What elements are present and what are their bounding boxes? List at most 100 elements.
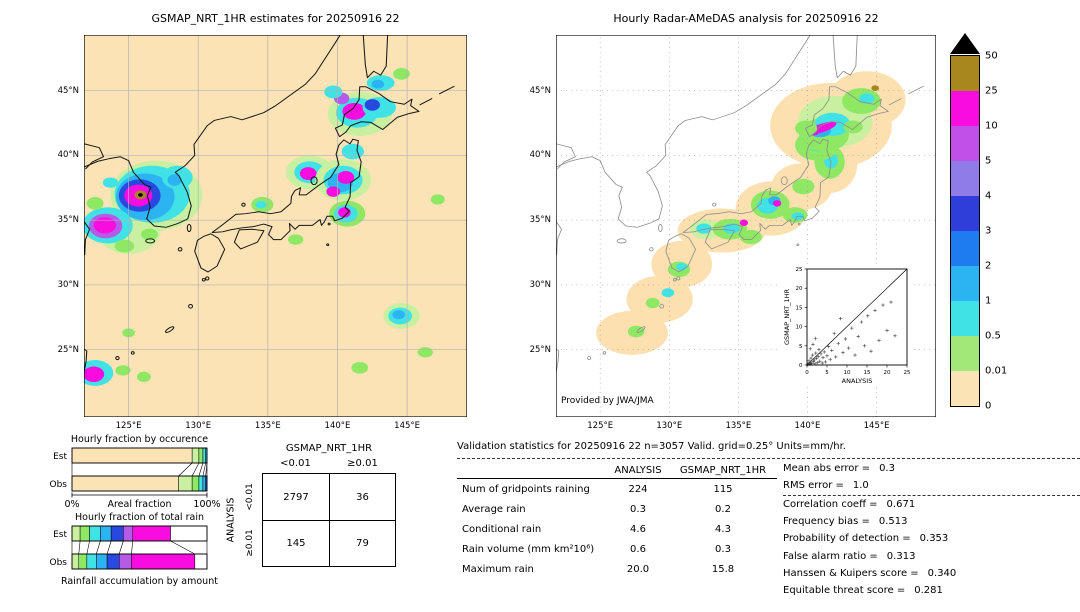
precip-cell [167, 174, 182, 186]
metric-row: Probability of detection = 0.353 [783, 530, 1080, 547]
coast-bohai [84, 143, 105, 170]
lat-tick-label: 45°N [529, 85, 551, 96]
precip-cell [661, 288, 675, 298]
stat-value-gsmap: 4.3 [715, 523, 731, 535]
precip-cell [417, 347, 433, 358]
scatter-point [832, 331, 836, 336]
connector-line [106, 540, 112, 555]
scatter-point [836, 341, 840, 346]
precip-cell [843, 120, 863, 134]
colorbar-tick-label: 1 [985, 295, 992, 307]
bar-segment [191, 475, 200, 492]
stat-value-gsmap: 0.2 [715, 503, 731, 515]
stats-table: ANALYSIS GSMAP_NRT_1HR Num of gridpoints… [457, 463, 777, 579]
precip-cell [138, 193, 143, 197]
scatter-inset-canvas: 00 5 5 10 10 15 15 20 20 25 25 ANALYSIS GSMAP_NRT_1H… [781, 265, 913, 387]
bar-row-label: Obs [50, 558, 68, 568]
precip-cell [324, 85, 343, 99]
bar-segment [96, 553, 108, 570]
metric-label: Hanssen & Kuipers score = [783, 567, 919, 579]
island-hachijo [326, 243, 330, 247]
metric-row: Mean abs error = 0.3 [783, 460, 1080, 477]
scatter-point [869, 349, 873, 353]
stats-header-row: ANALYSIS GSMAP_NRT_1HR [457, 463, 777, 479]
stat-label: Num of gridpoints raining [462, 483, 590, 495]
scatter-point [817, 347, 821, 352]
stat-value-analysis: 224 [628, 483, 648, 495]
precip-cell [255, 200, 267, 209]
divider [783, 494, 1080, 496]
scatter-point [881, 303, 885, 307]
scatter-point [815, 360, 820, 365]
scatter-point [841, 351, 845, 355]
metric-row: Correlation coeff = 0.671 [783, 496, 1080, 513]
coast-sakhalin [362, 35, 389, 79]
precip-cell [337, 170, 355, 184]
inset-y-axis-label: GSMAP_NRT_1HR [783, 288, 791, 345]
bar-segment [71, 475, 179, 492]
x-tick-label: 10 [844, 370, 851, 376]
scatter-point [823, 360, 828, 364]
colorbar-segments [951, 56, 979, 406]
connector-line [178, 462, 193, 477]
metric-value: 0.281 [914, 585, 943, 597]
bar-segment [131, 553, 196, 570]
metric-label: RMS error = [783, 480, 844, 492]
contingency-cell: 36 [329, 474, 395, 520]
scatter-point [828, 357, 832, 362]
precip-cell [341, 143, 364, 160]
hourly-fraction-of-total-rain-chart: Est Obs Hourly fraction of total rain Rainf… [50, 512, 219, 587]
metric-row: RMS error = 1.0 [783, 477, 1080, 494]
precip-cell [393, 68, 410, 80]
metric-row: False alarm ratio = 0.313 [783, 547, 1080, 564]
precip-cell [93, 217, 117, 234]
inset-axes-border [806, 268, 908, 366]
bar-segment [110, 525, 124, 542]
precip-cell [871, 85, 880, 91]
scatter-point [853, 353, 857, 357]
bar-row-label: Est [53, 452, 67, 462]
scatter-point [812, 358, 816, 362]
colorbar-segment [951, 231, 979, 266]
row-label: <0.01 [245, 483, 255, 511]
stat-value-gsmap: 115 [713, 483, 733, 495]
chart-title: Hourly fraction of total rain [75, 512, 204, 523]
connector-line [78, 540, 81, 555]
lat-tick-label: 40°N [529, 150, 551, 161]
bar-segment [71, 525, 81, 542]
island-ishigaki [115, 356, 120, 361]
precip-cell [772, 200, 782, 207]
precip-cell [351, 361, 369, 374]
metric-value: 0.340 [927, 567, 957, 579]
gsmap-map-canvas [84, 35, 467, 417]
lon-tick-label: 135°E [254, 421, 281, 431]
scatter-point [859, 320, 864, 324]
precip-cell [136, 371, 151, 383]
bar-border [71, 447, 208, 464]
coast-taiwan [84, 348, 88, 374]
connector-line [131, 540, 134, 555]
coastlines [84, 35, 455, 374]
y-tick-label: 20 [796, 286, 803, 292]
identity-line [806, 268, 908, 366]
stats-col-analysis: ANALYSIS [614, 465, 662, 476]
island-oki [241, 202, 246, 207]
stats-col-gsmap: GSMAP_NRT_1HR [679, 465, 767, 476]
colorbar-segment [951, 266, 979, 301]
precip-cell [645, 297, 660, 309]
bar-segment [202, 447, 206, 464]
x-axis-label: Rainfall accumulation by amount [61, 576, 218, 587]
colorbar-tick-label: 50 [985, 50, 998, 62]
precip-cell [326, 186, 341, 197]
colorbar-segment [951, 196, 979, 231]
map-gridlines [556, 35, 936, 417]
y-tick-label: 0 [799, 363, 803, 369]
scatter-point [822, 350, 826, 354]
coast-kyushu [194, 233, 226, 273]
island-goto [177, 247, 183, 252]
metric-value: 0.513 [878, 516, 908, 528]
island-tsushima [186, 223, 192, 233]
colorbar-tick-label: 3 [985, 225, 992, 237]
contingency-table: GSMAP_NRT_1HR <0.01 ≥0.01 ANALYSIS <0.01… [222, 443, 418, 575]
bar-border [71, 525, 208, 542]
